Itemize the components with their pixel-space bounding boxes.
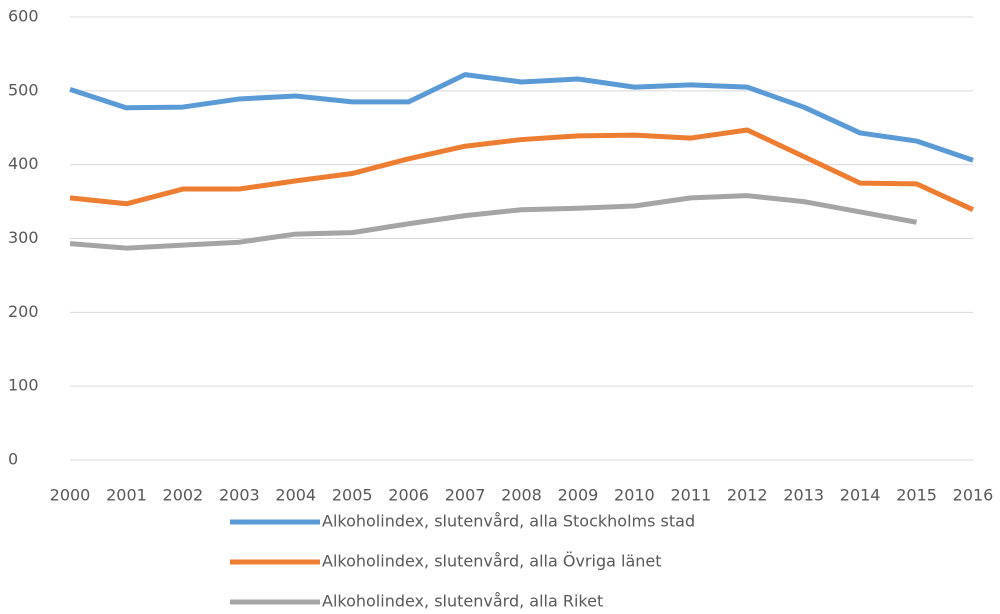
y-tick-label: 500	[8, 80, 39, 99]
x-tick-label: 2015	[896, 486, 937, 505]
x-tick-label: 2001	[106, 486, 147, 505]
y-tick-label: 200	[8, 302, 39, 321]
x-tick-label: 2006	[388, 486, 429, 505]
x-tick-label: 2016	[953, 486, 994, 505]
series-line	[69, 193, 918, 251]
x-tick-label: 2010	[614, 486, 655, 505]
y-tick-label: 400	[8, 154, 39, 173]
x-tick-label: 2012	[727, 486, 768, 505]
x-tick-label: 2000	[50, 486, 91, 505]
x-tick-label: 2002	[163, 486, 204, 505]
legend-label: Alkoholindex, slutenvård, alla Övriga lä…	[322, 552, 662, 571]
y-tick-label: 0	[8, 450, 18, 469]
x-tick-label: 2013	[783, 486, 824, 505]
x-tick-label: 2008	[501, 486, 542, 505]
x-tick-label: 2011	[670, 486, 711, 505]
x-tick-label: 2007	[445, 486, 486, 505]
series-line	[69, 72, 974, 163]
x-tick-label: 2003	[219, 486, 260, 505]
y-tick-label: 300	[8, 228, 39, 247]
series-line	[69, 127, 975, 212]
legend-label: Alkoholindex, slutenvård, alla Stockholm…	[322, 512, 695, 531]
x-tick-label: 2009	[558, 486, 599, 505]
x-tick-label: 2004	[275, 486, 316, 505]
y-tick-label: 600	[8, 7, 39, 26]
legend-label: Alkoholindex, slutenvård, alla Riket	[322, 592, 603, 611]
x-tick-label: 2005	[332, 486, 373, 505]
y-tick-label: 100	[8, 376, 39, 395]
x-tick-label: 2014	[840, 486, 881, 505]
